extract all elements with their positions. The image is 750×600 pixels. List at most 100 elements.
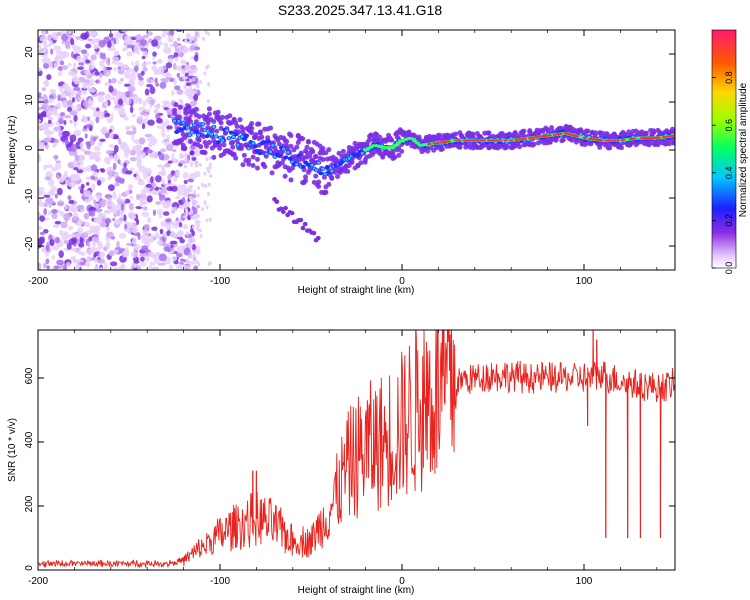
noise-blob bbox=[90, 164, 98, 172]
ridge-halo bbox=[205, 120, 211, 126]
noise-blob bbox=[116, 62, 124, 67]
noise-blob bbox=[39, 36, 48, 42]
noise-blob bbox=[146, 31, 153, 36]
ridge-blue bbox=[296, 153, 302, 158]
noise-blob bbox=[133, 45, 140, 54]
noise-blob bbox=[119, 112, 126, 116]
noise-blob bbox=[114, 249, 119, 254]
spectrogram-y-tick-label: -10 bbox=[24, 188, 35, 203]
noise-blob bbox=[154, 107, 160, 115]
noise-blob bbox=[95, 79, 99, 84]
noise-blob bbox=[181, 196, 186, 204]
ridge-halo bbox=[320, 146, 326, 152]
ridge-halo bbox=[269, 170, 275, 176]
noise-blob bbox=[81, 128, 89, 132]
noise-blob bbox=[56, 31, 61, 36]
noise-blob bbox=[103, 66, 107, 74]
colorbar-tick-label: 0.4 bbox=[724, 167, 734, 180]
noise-blob bbox=[120, 144, 125, 151]
noise-blob bbox=[189, 45, 196, 51]
noise-blob bbox=[41, 87, 47, 91]
noise-blob bbox=[113, 153, 119, 161]
snr-x-tick-label: 0 bbox=[399, 576, 405, 587]
noise-blob bbox=[95, 116, 100, 124]
noise-blob bbox=[77, 137, 84, 142]
ridge-halo bbox=[246, 157, 252, 163]
noise-blob bbox=[184, 72, 189, 77]
noise-blob bbox=[73, 62, 77, 70]
noise-blob bbox=[98, 40, 106, 48]
spectrogram-x-tick-label: -100 bbox=[210, 276, 230, 287]
noise-blob bbox=[168, 187, 173, 192]
noise-blob bbox=[93, 267, 99, 270]
noise-blob bbox=[199, 79, 203, 84]
ridge-halo bbox=[340, 148, 346, 154]
noise-blob bbox=[84, 133, 88, 139]
noise-blob bbox=[141, 211, 150, 218]
noise-blob bbox=[73, 78, 80, 83]
noise-blob bbox=[209, 173, 213, 178]
ridge-halo bbox=[227, 113, 233, 119]
noise-blob bbox=[208, 165, 212, 170]
noise-blob bbox=[88, 30, 96, 37]
noise-blob bbox=[141, 152, 147, 159]
noise-blob bbox=[112, 162, 117, 171]
noise-blob bbox=[123, 83, 131, 87]
noise-blob bbox=[147, 178, 151, 185]
noise-blob bbox=[159, 81, 167, 89]
noise-blob bbox=[78, 242, 85, 248]
noise-blob bbox=[201, 183, 205, 188]
noise-blob bbox=[137, 78, 145, 87]
ridge-halo bbox=[303, 178, 309, 184]
ridge-halo bbox=[196, 114, 202, 120]
noise-blob bbox=[117, 80, 122, 85]
noise-blob bbox=[73, 119, 77, 128]
noise-blob bbox=[205, 157, 209, 162]
noise-blob bbox=[90, 175, 96, 180]
ridge-halo bbox=[249, 121, 255, 127]
noise-blob bbox=[83, 222, 87, 226]
noise-blob bbox=[185, 258, 189, 263]
ridge-halo bbox=[254, 156, 260, 162]
noise-blob bbox=[181, 65, 186, 69]
noise-blob bbox=[118, 232, 127, 239]
noise-blob bbox=[124, 223, 128, 230]
noise-blob bbox=[144, 167, 152, 175]
ridge-halo bbox=[349, 159, 355, 165]
noise-blob bbox=[196, 227, 200, 232]
noise-blob bbox=[59, 229, 64, 236]
noise-blob bbox=[55, 160, 61, 164]
noise-blob bbox=[76, 219, 84, 227]
noise-blob bbox=[63, 239, 69, 245]
noise-blob bbox=[62, 264, 67, 270]
noise-blob bbox=[159, 228, 164, 235]
noise-blob bbox=[64, 170, 68, 177]
ridge-halo bbox=[391, 154, 397, 160]
noise-blob bbox=[102, 52, 106, 60]
noise-blob bbox=[114, 182, 120, 187]
noise-blob bbox=[66, 106, 73, 112]
noise-blob bbox=[152, 56, 156, 60]
noise-blob bbox=[127, 39, 135, 44]
ridge-halo bbox=[188, 119, 194, 125]
ridge-cyan bbox=[210, 132, 214, 136]
ridge-halo bbox=[183, 110, 189, 116]
noise-blob bbox=[44, 128, 51, 136]
noise-blob bbox=[38, 186, 45, 191]
noise-blob bbox=[145, 255, 150, 262]
spectrogram-y-axis-label: Frequency (Hz) bbox=[7, 116, 18, 185]
noise-blob bbox=[84, 190, 92, 198]
noise-blob bbox=[77, 226, 84, 234]
secondary-branch-blob bbox=[302, 221, 308, 227]
ridge-blue bbox=[283, 155, 289, 160]
noise-blob bbox=[153, 267, 158, 270]
noise-blob bbox=[52, 224, 59, 228]
noise-blob bbox=[66, 242, 72, 250]
noise-blob bbox=[149, 86, 156, 95]
secondary-branch-blob bbox=[278, 206, 284, 211]
noise-blob bbox=[56, 187, 63, 196]
ridge-halo bbox=[531, 141, 537, 147]
noise-blob bbox=[204, 30, 208, 35]
noise-blob bbox=[119, 217, 124, 222]
noise-blob bbox=[195, 222, 201, 229]
